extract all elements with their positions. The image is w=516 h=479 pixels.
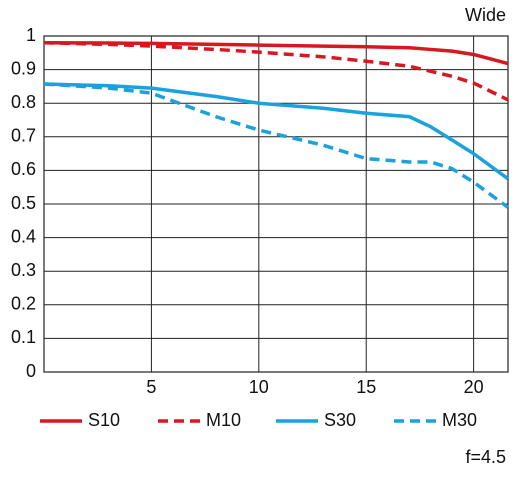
x-tick-label: 20 — [464, 377, 484, 397]
annotation: f=4.5 — [465, 447, 506, 467]
y-tick-label: 0 — [26, 361, 36, 381]
y-tick-label: 0.9 — [11, 58, 36, 78]
y-tick-label: 0.6 — [11, 159, 36, 179]
legend-label: M30 — [442, 410, 477, 430]
y-tick-label: 0.1 — [11, 327, 36, 347]
y-tick-label: 1 — [26, 25, 36, 45]
x-tick-label: 10 — [249, 377, 269, 397]
y-tick-label: 0.3 — [11, 260, 36, 280]
legend-label: S10 — [88, 410, 120, 430]
y-tick-label: 0.5 — [11, 193, 36, 213]
y-tick-label: 0.8 — [11, 92, 36, 112]
x-tick-label: 5 — [146, 377, 156, 397]
series-line — [43, 40, 509, 102]
legend-label: S30 — [324, 410, 356, 430]
series-line — [43, 82, 510, 209]
legend-label: M10 — [206, 410, 241, 430]
y-tick-label: 0.7 — [11, 126, 36, 146]
series-line — [43, 82, 510, 181]
series-line — [43, 40, 509, 66]
y-tick-label: 0.4 — [11, 226, 36, 246]
x-tick-label: 15 — [356, 377, 376, 397]
y-tick-label: 0.2 — [11, 294, 36, 314]
chart-title: Wide — [465, 5, 506, 25]
